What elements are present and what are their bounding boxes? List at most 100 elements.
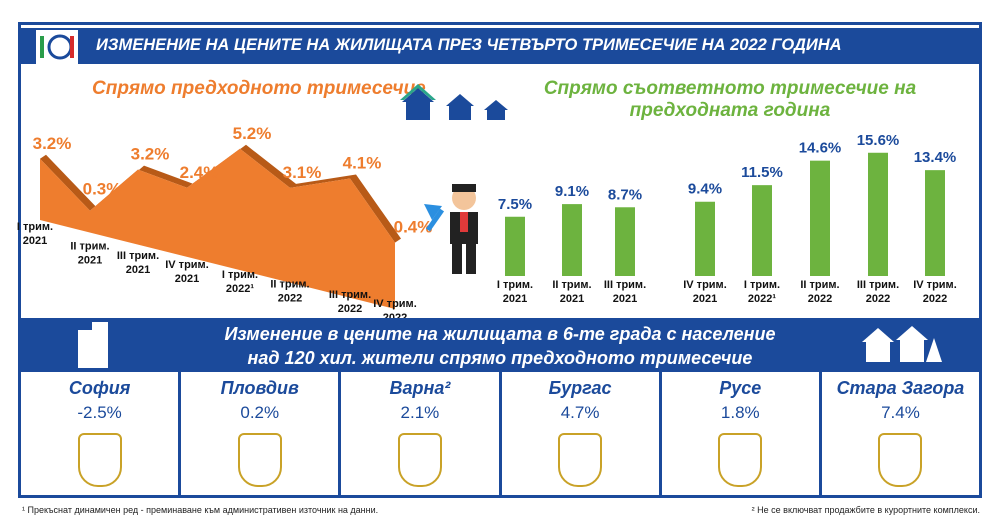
- city-name: Пловдив: [220, 378, 299, 398]
- city-value: 2.1%: [400, 403, 440, 422]
- businessman-illustration: [424, 184, 478, 274]
- bar: [695, 201, 715, 276]
- coat-of-arms-icon: [558, 433, 603, 487]
- city-cell: Пловдив 0.2%: [181, 372, 342, 495]
- buildings-icon: [78, 322, 108, 368]
- x-tick-label: 2021: [78, 255, 102, 267]
- footnote-2: ² Не се включват продажбите в курортните…: [751, 505, 980, 515]
- page-title: ИЗМЕНЕНИЕ НА ЦЕНИТЕ НА ЖИЛИЩАТА ПРЕЗ ЧЕТ…: [96, 36, 842, 54]
- city-name: Стара Загора: [836, 378, 965, 398]
- bar: [562, 204, 582, 276]
- city-cell: Бургас 4.7%: [502, 372, 662, 495]
- x-tick-label: 2021: [560, 293, 584, 305]
- x-tick-label: III трим.: [604, 279, 646, 291]
- x-tick-label: 2021: [613, 293, 637, 305]
- city-value: -2.5%: [77, 403, 122, 422]
- nsi-logo: [36, 30, 78, 64]
- data-label: 11.5%: [741, 164, 783, 181]
- data-label: 9.1%: [555, 183, 589, 200]
- x-tick-label: III трим.: [329, 289, 371, 301]
- x-tick-label: 2022¹: [748, 293, 776, 305]
- data-label: 3.1%: [283, 163, 322, 182]
- x-tick-label: 2021: [693, 293, 717, 305]
- city-name: Русе: [719, 378, 762, 398]
- coat-of-arms-icon: [397, 433, 442, 487]
- city-cell: Варна² 2.1%: [341, 372, 502, 495]
- coat-of-arms-icon: [237, 433, 282, 487]
- data-label: 2.4%: [180, 163, 219, 182]
- city-value: 0.2%: [240, 403, 280, 422]
- x-tick-label: I трим.: [17, 221, 53, 233]
- area-fill: [40, 148, 395, 310]
- section-title-line1: Изменение в цените на жилищата в 6-те гр…: [224, 324, 776, 344]
- city-name: Варна²: [389, 378, 451, 398]
- village-houses-icon: [862, 326, 942, 362]
- orange-chart-title: Спрямо предходното тримесечие: [92, 78, 426, 99]
- section-band: [18, 318, 982, 372]
- x-tick-label: 2022: [923, 293, 947, 305]
- data-label: 9.4%: [688, 181, 722, 198]
- city-cell: Стара Загора 7.4%: [822, 372, 979, 495]
- green-bar-chart: 7.5% I трим. 2021 9.1% II трим. 2021 8.7% III т…: [497, 132, 957, 305]
- section-title: Изменение в цените на жилищата в 6-те гр…: [150, 322, 850, 370]
- x-tick-label: IV трим.: [165, 259, 209, 271]
- city-value: 7.4%: [881, 403, 920, 422]
- city-name: София: [68, 378, 131, 398]
- data-label: 3.2%: [33, 134, 72, 153]
- x-tick-label: 2021: [23, 235, 47, 247]
- coat-of-arms-icon: [77, 433, 122, 487]
- data-label: 7.5%: [498, 196, 532, 213]
- x-tick-label: 2021: [503, 293, 527, 305]
- x-tick-label: IV трим.: [913, 279, 957, 291]
- bar: [810, 160, 830, 276]
- data-label: 13.4%: [914, 149, 957, 166]
- x-tick-label: IV трим.: [683, 279, 727, 291]
- footnote-1: ¹ Прекъснат динамичен ред - преминаване …: [22, 505, 379, 515]
- data-label: 5.2%: [233, 124, 272, 143]
- x-tick-label: II трим.: [800, 279, 839, 291]
- infographic-frame: [18, 22, 982, 498]
- bar: [615, 207, 635, 276]
- houses-icon: [400, 84, 508, 120]
- data-label: 3.2%: [131, 145, 170, 164]
- coat-of-arms-icon: [878, 433, 923, 487]
- coat-of-arms-icon: [718, 433, 763, 487]
- x-tick-label: 2021: [126, 264, 150, 276]
- data-label: 0.4%: [394, 218, 433, 237]
- green-chart-title: Спрямо съответното тримесечие на предход…: [543, 78, 917, 121]
- x-tick-label: 2022¹: [226, 283, 254, 295]
- x-tick-label: III трим.: [857, 279, 899, 291]
- data-label: 8.7%: [608, 186, 642, 203]
- bar: [925, 170, 945, 276]
- x-tick-label: I трим.: [744, 279, 780, 291]
- data-label: 15.6%: [857, 132, 900, 149]
- orange-area-chart: 3.2% I трим. 2021 0.3% II трим. 2021 3.2% III т…: [17, 124, 433, 320]
- data-label: 14.6%: [799, 140, 842, 157]
- city-value: 1.8%: [720, 403, 760, 422]
- cities-row: София -2.5% Пловдив 0.2% Варна² 2.1% Бургас 4.7…: [21, 372, 979, 495]
- x-tick-label: I трим.: [497, 279, 533, 291]
- city-value: 4.7%: [560, 403, 600, 422]
- bar: [868, 152, 888, 276]
- x-tick-label: 2022: [278, 293, 302, 305]
- x-tick-label: II трим.: [270, 279, 309, 291]
- x-tick-label: 2021: [175, 273, 199, 285]
- x-tick-label: III трим.: [117, 250, 159, 262]
- header-bar: [18, 28, 982, 64]
- x-tick-label: II трим.: [70, 241, 109, 253]
- data-label: 4.1%: [343, 154, 382, 173]
- data-label: 0.3%: [83, 180, 122, 199]
- bar: [505, 216, 525, 276]
- section-title-line2: над 120 хил. жители спрямо предходното т…: [247, 348, 753, 368]
- x-tick-label: 2022: [866, 293, 890, 305]
- city-cell: София -2.5%: [21, 372, 182, 495]
- x-tick-label: 2022: [338, 303, 362, 315]
- bar: [752, 185, 772, 276]
- x-tick-label: I трим.: [222, 269, 258, 281]
- x-tick-label: II трим.: [552, 279, 591, 291]
- city-name: Бургас: [548, 378, 612, 398]
- x-tick-label: 2022: [808, 293, 832, 305]
- x-tick-label: IV трим.: [373, 298, 417, 310]
- city-cell: Русе 1.8%: [662, 372, 822, 495]
- x-tick-label: 2022: [383, 312, 407, 320]
